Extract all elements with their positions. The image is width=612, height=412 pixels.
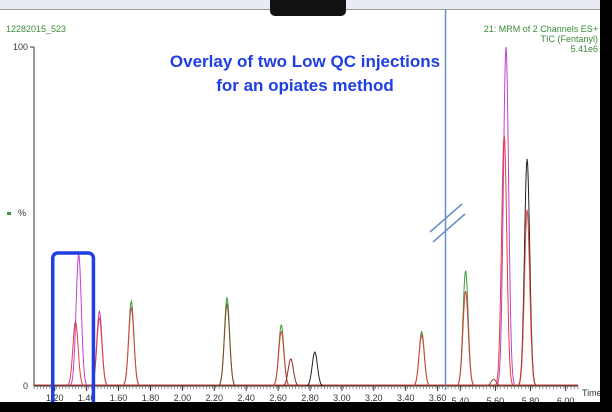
chromatogram-peak [218, 302, 236, 386]
overlay-annotation: Overlay of two Low QC injections for an … [150, 50, 460, 98]
x-tick-label: 5.40 [452, 396, 470, 406]
x-tick-label: 1.80 [142, 393, 160, 403]
x-tick-label: 1.60 [110, 393, 128, 403]
y-axis-label: % [18, 208, 26, 218]
trace-intensity: 5.41e6 [570, 44, 598, 54]
chromatogram-peak [272, 330, 290, 387]
x-tick-label: 1.20 [46, 393, 64, 403]
annotation-line-2: for an opiates method [216, 76, 394, 95]
chromatogram-peak [456, 290, 475, 386]
chromatogram-peak [306, 351, 324, 387]
screen-border-right [600, 0, 612, 412]
chromatogram-peak [497, 46, 515, 385]
x-axis-label: Time [582, 388, 602, 398]
chromatogram-peak [282, 358, 300, 387]
chromatogram-peak [122, 299, 140, 386]
x-tick-label: 5.60 [487, 396, 505, 406]
annotation-line-1: Overlay of two Low QC injections [169, 52, 441, 71]
x-tick-label: 3.00 [333, 393, 351, 403]
x-tick-label: 3.60 [429, 393, 447, 403]
x-tick-label: 6.00 [557, 396, 575, 406]
axis-break-mark [429, 203, 463, 233]
chromatogram-peak [218, 295, 236, 386]
x-tick-label: 1.40 [78, 393, 96, 403]
y-marker [7, 212, 11, 215]
y-tick-label: 100 [13, 42, 28, 52]
x-tick-label: 2.80 [301, 393, 319, 403]
trace-channel: 21: MRM of 2 Channels ES+ [483, 24, 598, 34]
chromatogram-peak [518, 158, 536, 386]
chromatogram-peak [122, 306, 141, 386]
highlight-box [50, 251, 96, 412]
chromatogram-peak [413, 330, 431, 387]
chromatogram-peak [485, 378, 503, 387]
x-tick-label: 2.20 [206, 393, 224, 403]
x-tick-label: 2.40 [237, 393, 255, 403]
screen-border-bottom [0, 402, 612, 412]
x-tick-label: 5.80 [522, 396, 540, 406]
chromatogram-peak [69, 253, 88, 386]
trace-name: TIC (Fentanyl) [540, 34, 598, 44]
trace-info: 21: MRM of 2 Channels ES+ TIC (Fentanyl)… [484, 24, 598, 54]
chromatogram-peak [518, 209, 536, 386]
toolbar-handle[interactable] [270, 0, 346, 16]
x-tick-label: 2.60 [269, 393, 287, 403]
x-tick-label: 3.40 [397, 393, 415, 403]
y-tick-label: 0 [23, 381, 28, 391]
chromatogram-peak [495, 135, 514, 385]
chromatogram-peak [413, 333, 431, 387]
chromatogram-peak [456, 270, 475, 386]
x-tick-label: 2.00 [174, 393, 192, 403]
sample-id: 12282015_523 [6, 24, 67, 34]
axis-break-mark [432, 213, 466, 243]
x-tick-label: 3.20 [365, 393, 383, 403]
